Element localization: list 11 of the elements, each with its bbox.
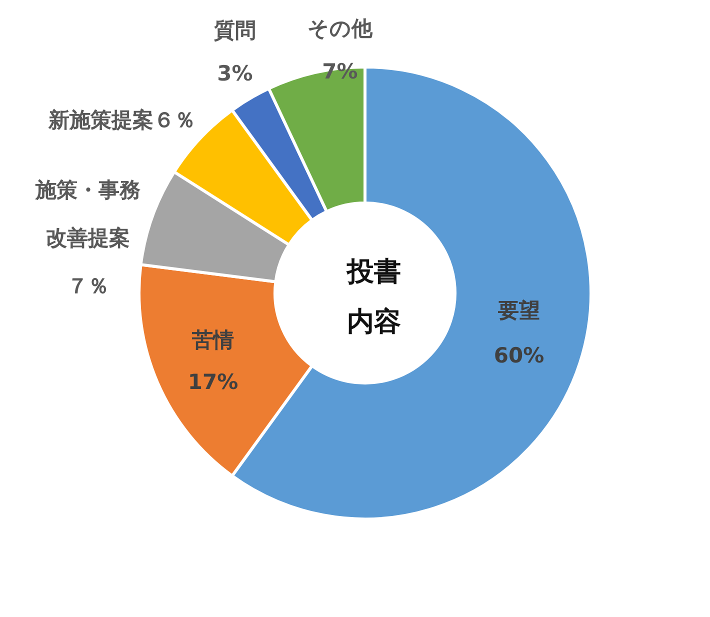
slice-label: 施策・事務改善提案: [34, 178, 140, 250]
data-label: 17%: [188, 370, 238, 394]
data-label: 3%: [217, 62, 253, 86]
slice-label: 質問: [213, 18, 256, 42]
text: 投書内容: [346, 256, 401, 338]
data-label: ７％: [67, 274, 109, 298]
slice-label: 要望: [497, 298, 540, 322]
slice-label: その他: [308, 16, 374, 40]
slice-label: 苦情: [191, 328, 234, 352]
data-label: 60%: [494, 344, 544, 368]
slice-label: 新施策提案６％: [48, 108, 196, 132]
